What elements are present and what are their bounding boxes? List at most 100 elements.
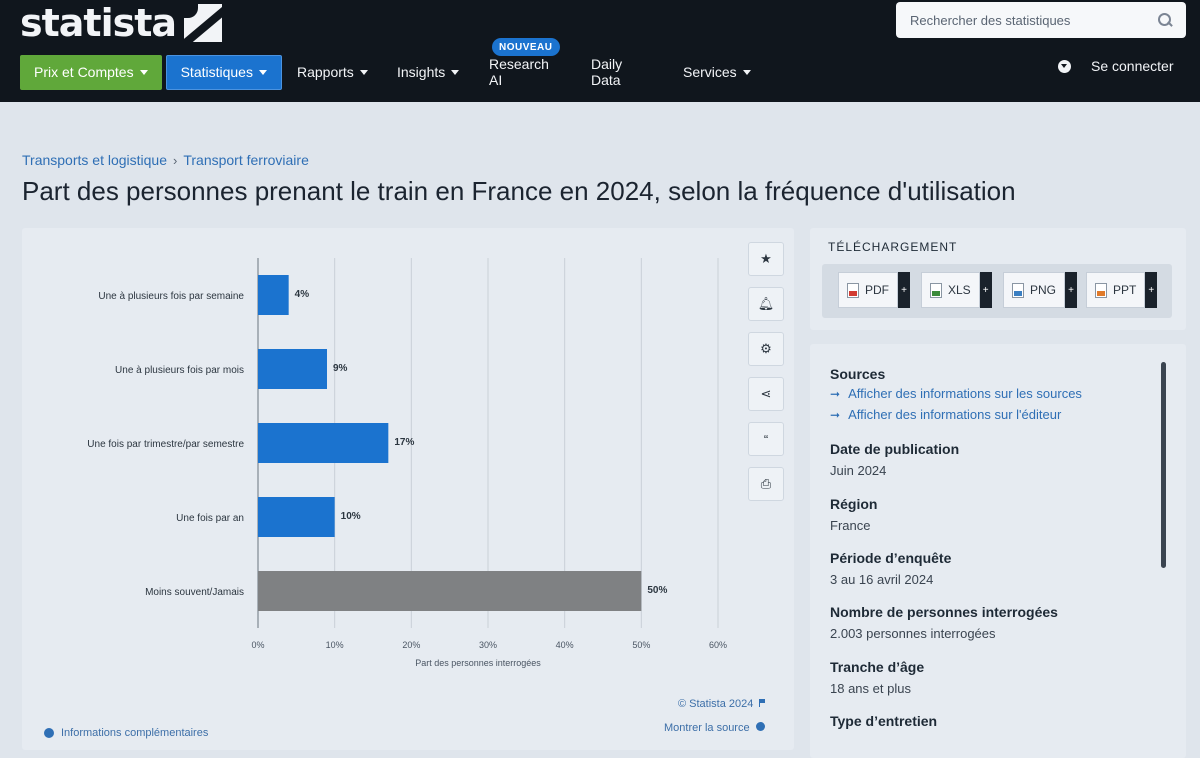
x-tick-label: 40% — [556, 640, 574, 650]
statistiques-label: Statistiques — [180, 64, 253, 80]
x-tick-label: 50% — [632, 640, 650, 650]
png-label: PNG — [1030, 283, 1057, 297]
interview-type-label: Type d’entretien — [830, 713, 938, 729]
data-label: 50% — [647, 585, 667, 596]
plus-icon[interactable]: + — [898, 272, 910, 308]
bar — [258, 497, 335, 537]
prix-comptes-button[interactable]: Prix et Comptes — [20, 54, 162, 90]
nav-daily-data[interactable]: Daily Data — [591, 55, 622, 90]
info-scrollbar[interactable] — [1161, 362, 1166, 568]
region-value: France — [830, 518, 871, 533]
print-icon: ⎙ — [760, 476, 772, 491]
ppt-file-icon — [1095, 282, 1107, 298]
data-label: 17% — [394, 437, 414, 448]
favorite-button[interactable]: ★ — [748, 242, 784, 276]
nav-daily-label: Daily Data — [591, 56, 623, 88]
pdf-file-icon — [847, 282, 859, 298]
login-link[interactable]: Se connecter — [1058, 58, 1174, 74]
xls-file-icon — [930, 282, 942, 298]
user-dropdown-icon — [1058, 59, 1071, 73]
download-title: TÉLÉCHARGEMENT — [828, 240, 958, 254]
new-badge: NOUVEAU — [492, 38, 560, 56]
publication-date-label: Date de publication — [830, 441, 960, 457]
download-ppt-button[interactable]: PPT + — [1086, 272, 1158, 308]
copyright-text: © Statista 2024 — [678, 698, 754, 710]
print-button[interactable]: ⎙ — [748, 467, 784, 501]
category-label: Une à plusieurs fois par mois — [115, 365, 244, 376]
data-label: 9% — [333, 363, 348, 374]
logo-mark-icon — [184, 4, 223, 42]
logo-text: statista — [20, 1, 177, 45]
chevron-down-icon — [451, 69, 460, 75]
show-source-text: Montrer la source — [664, 722, 750, 734]
x-tick-label: 20% — [402, 640, 420, 650]
chart-card: 0% 10% 20% 30% 40% 50% 60% Une à plusieurs fois… — [22, 228, 794, 750]
bar — [258, 571, 642, 611]
circle-arrow-icon — [755, 722, 765, 731]
category-label: Une à plusieurs fois par semaine — [98, 291, 244, 302]
quote-icon: “ — [763, 431, 769, 447]
nav-research-ai[interactable]: Research AI — [489, 55, 549, 90]
share-icon: ⋖ — [760, 386, 772, 401]
chevron-down-icon — [258, 69, 267, 75]
sources-info-text: Afficher des informations sur les source… — [848, 386, 1082, 401]
bell-icon: 🔔︎ — [757, 296, 775, 311]
nav-services[interactable]: Services — [683, 55, 751, 90]
nav-insights-label: Insights — [397, 64, 446, 80]
respondents-label: Nombre de personnes interrogées — [830, 604, 1058, 620]
bar — [258, 423, 389, 463]
statistiques-button[interactable]: Statistiques — [165, 54, 282, 90]
survey-period-value: 3 au 16 avril 2024 — [830, 572, 934, 587]
bar — [258, 275, 289, 315]
settings-button[interactable]: ⚙ — [748, 332, 784, 366]
breadcrumb: Transports et logistique › Transport fer… — [22, 152, 309, 168]
top-navigation-bar: statista Prix et Comptes Statistiques Ra… — [0, 0, 1200, 102]
nav-rapports[interactable]: Rapports — [297, 55, 368, 90]
plus-icon[interactable]: + — [1065, 272, 1078, 308]
search-icon[interactable] — [1158, 13, 1172, 27]
chart-toolbar: ★ 🔔︎ ⚙ ⋖ “ ⎙ — [748, 242, 784, 512]
sources-info-link[interactable]: ➞ Afficher des informations sur les sour… — [830, 386, 1082, 401]
copyright-link[interactable]: © Statista 2024 — [678, 698, 766, 710]
download-xls-button[interactable]: XLS + — [921, 272, 992, 308]
x-tick-label: 10% — [326, 640, 344, 650]
chevron-down-icon — [359, 69, 368, 75]
category-label: Une fois par an — [176, 513, 244, 524]
search-box[interactable] — [896, 2, 1186, 38]
notification-button[interactable]: 🔔︎ — [748, 287, 784, 321]
respondents-value: 2.003 personnes interrogées — [830, 626, 996, 641]
statista-logo[interactable]: statista — [20, 0, 223, 46]
star-icon: ★ — [760, 251, 772, 266]
show-source-link[interactable]: Montrer la source — [664, 722, 765, 734]
bar — [258, 349, 327, 389]
arrow-right-icon: ➞ — [830, 386, 841, 401]
login-label: Se connecter — [1091, 58, 1174, 74]
plus-icon[interactable]: + — [1145, 272, 1158, 308]
survey-period-label: Période d’enquête — [830, 550, 952, 566]
ppt-label: PPT — [1113, 283, 1137, 297]
region-label: Région — [830, 496, 878, 512]
age-group-label: Tranche d’âge — [830, 659, 925, 675]
category-label: Moins souvent/Jamais — [145, 587, 244, 598]
more-info-link[interactable]: Informations complémentaires — [44, 727, 208, 739]
share-button[interactable]: ⋖ — [748, 377, 784, 411]
search-input[interactable] — [910, 12, 1158, 28]
prix-comptes-label: Prix et Comptes — [34, 64, 134, 80]
breadcrumb-item-transports[interactable]: Transports et logistique — [22, 152, 167, 168]
download-pdf-button[interactable]: PDF + — [838, 272, 910, 308]
nav-services-label: Services — [683, 64, 737, 80]
x-axis-label: Part des personnes interrogées — [415, 658, 541, 668]
publisher-info-link[interactable]: ➞ Afficher des informations sur l'éditeu… — [830, 407, 1061, 422]
pdf-label: PDF — [865, 283, 889, 297]
info-card — [810, 344, 1186, 758]
x-tick-label: 0% — [251, 640, 264, 650]
nav-insights[interactable]: Insights — [397, 55, 460, 90]
data-label: 10% — [341, 511, 361, 522]
plus-icon[interactable]: + — [979, 272, 992, 308]
breadcrumb-item-ferroviaire[interactable]: Transport ferroviaire — [183, 152, 309, 168]
download-png-button[interactable]: PNG + — [1003, 272, 1078, 308]
cite-button[interactable]: “ — [748, 422, 784, 456]
breadcrumb-separator-icon: › — [173, 152, 178, 168]
chevron-down-icon — [139, 69, 148, 75]
nav-rapports-label: Rapports — [297, 64, 354, 80]
